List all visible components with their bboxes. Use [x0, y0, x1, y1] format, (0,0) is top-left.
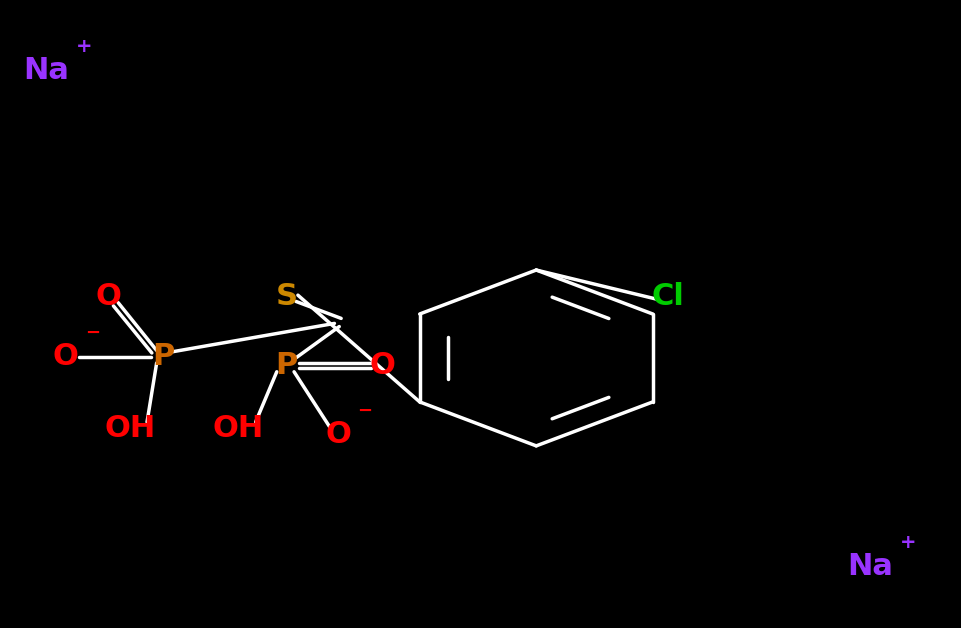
Text: O: O — [96, 282, 121, 311]
Text: +: + — [76, 37, 93, 56]
Text: −: − — [357, 402, 373, 420]
Text: O: O — [370, 351, 395, 380]
Text: OH: OH — [212, 414, 264, 443]
Text: Na: Na — [23, 56, 69, 85]
Text: Cl: Cl — [652, 282, 684, 311]
Text: P: P — [152, 342, 175, 371]
Text: O: O — [326, 420, 351, 449]
Text: O: O — [53, 342, 78, 371]
Text: OH: OH — [104, 414, 156, 443]
Text: Na: Na — [847, 552, 893, 581]
Text: S: S — [276, 282, 297, 311]
Text: +: + — [899, 533, 917, 552]
Text: P: P — [275, 351, 298, 380]
Text: −: − — [85, 324, 100, 342]
